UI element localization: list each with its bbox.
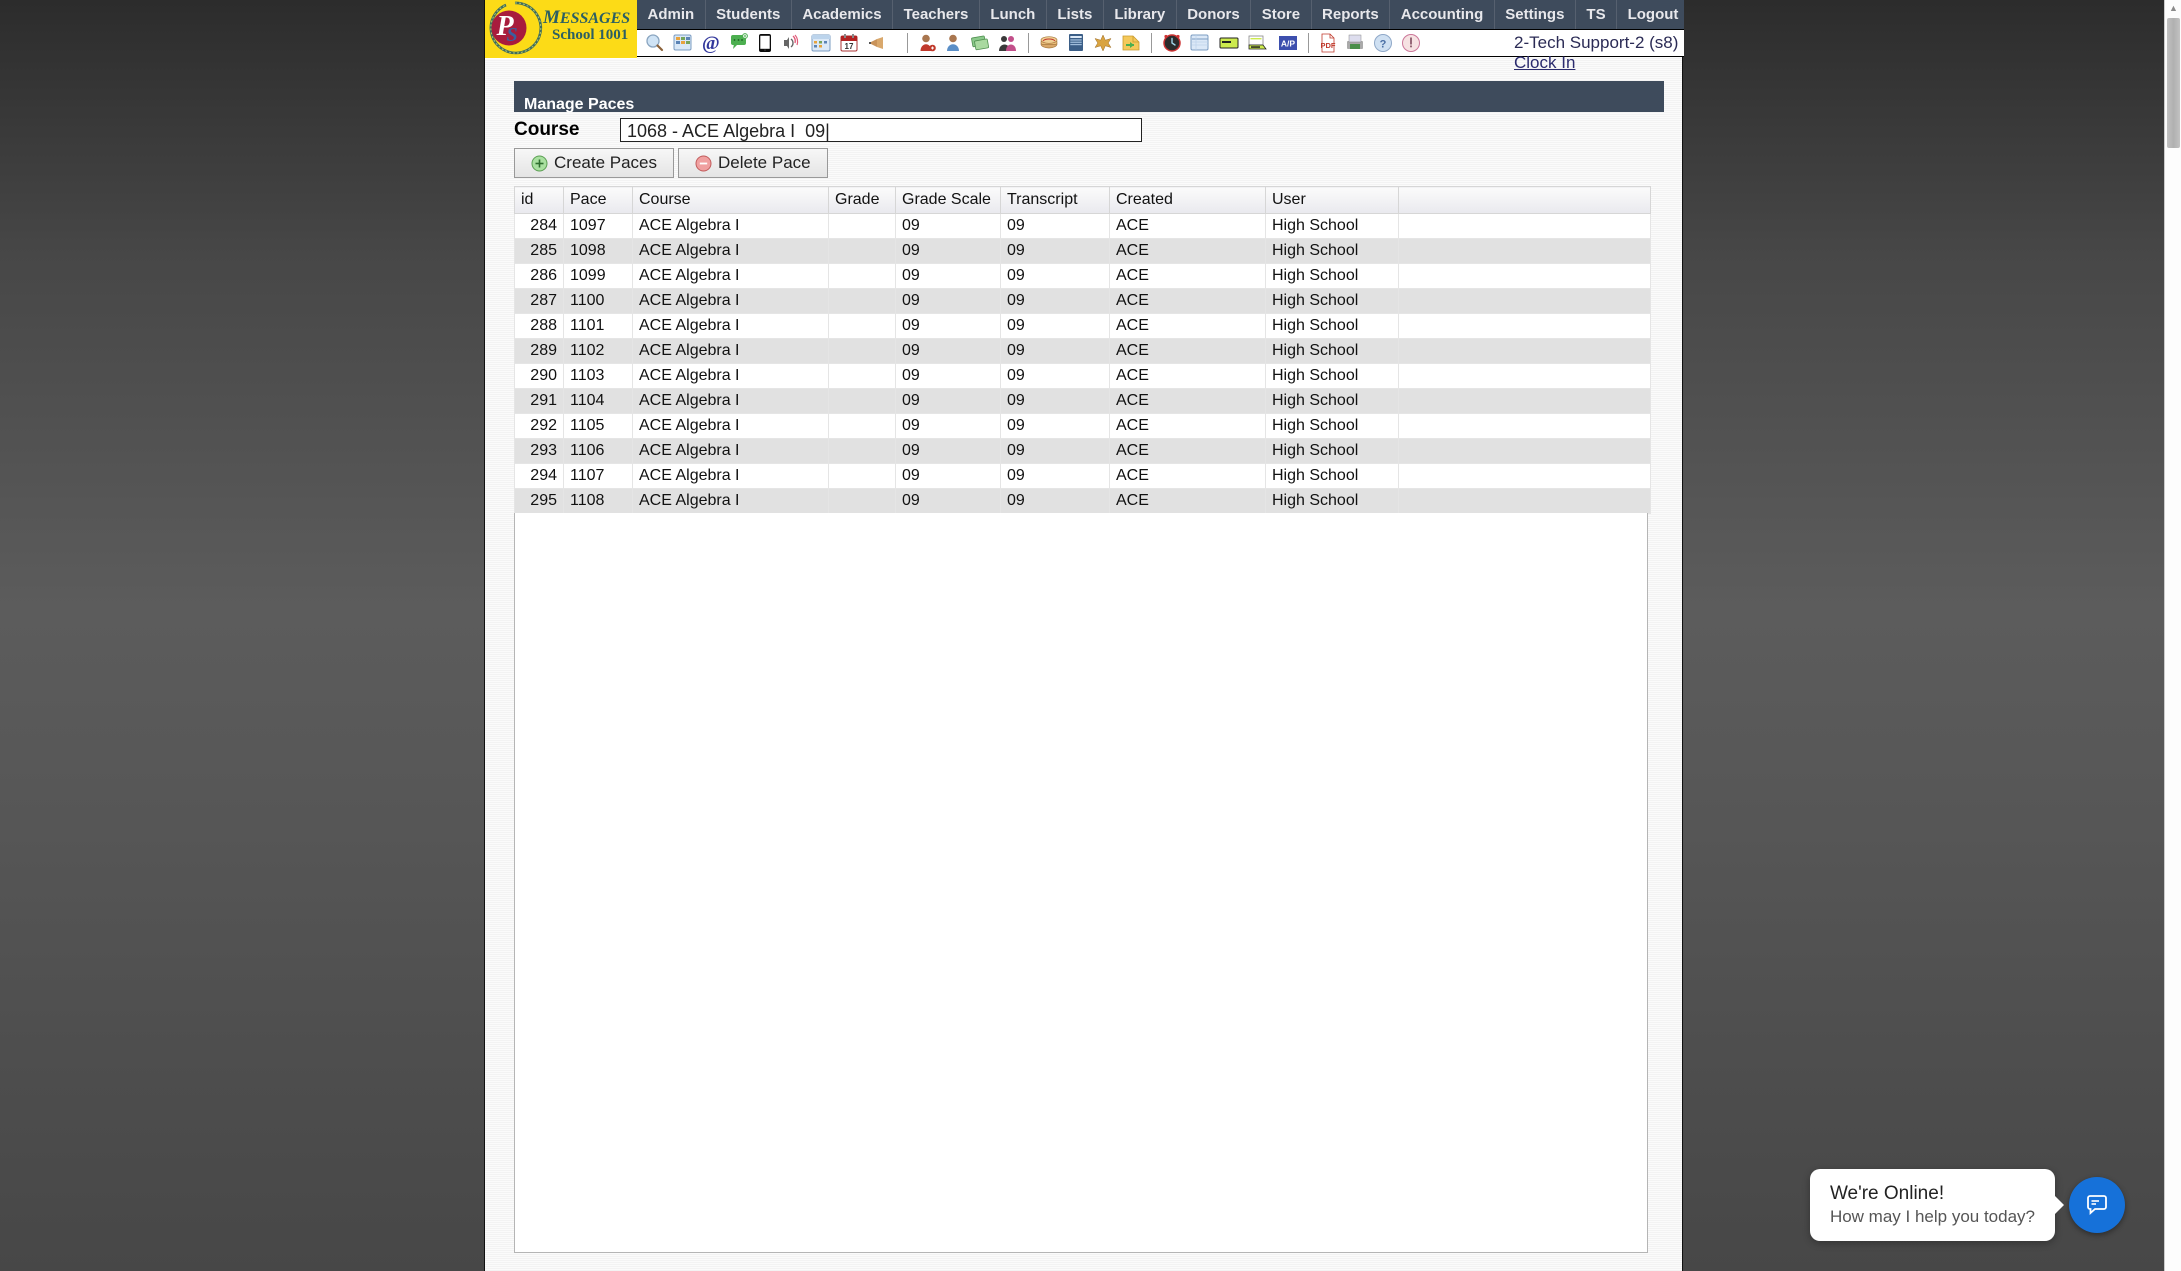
- svg-text:S: S: [506, 24, 517, 46]
- svg-text:@: @: [702, 33, 720, 53]
- svg-text:A/P: A/P: [1281, 39, 1296, 49]
- svg-text:?: ?: [1380, 39, 1387, 51]
- svg-text:PDF: PDF: [1321, 41, 1336, 50]
- svg-text:17: 17: [845, 42, 854, 51]
